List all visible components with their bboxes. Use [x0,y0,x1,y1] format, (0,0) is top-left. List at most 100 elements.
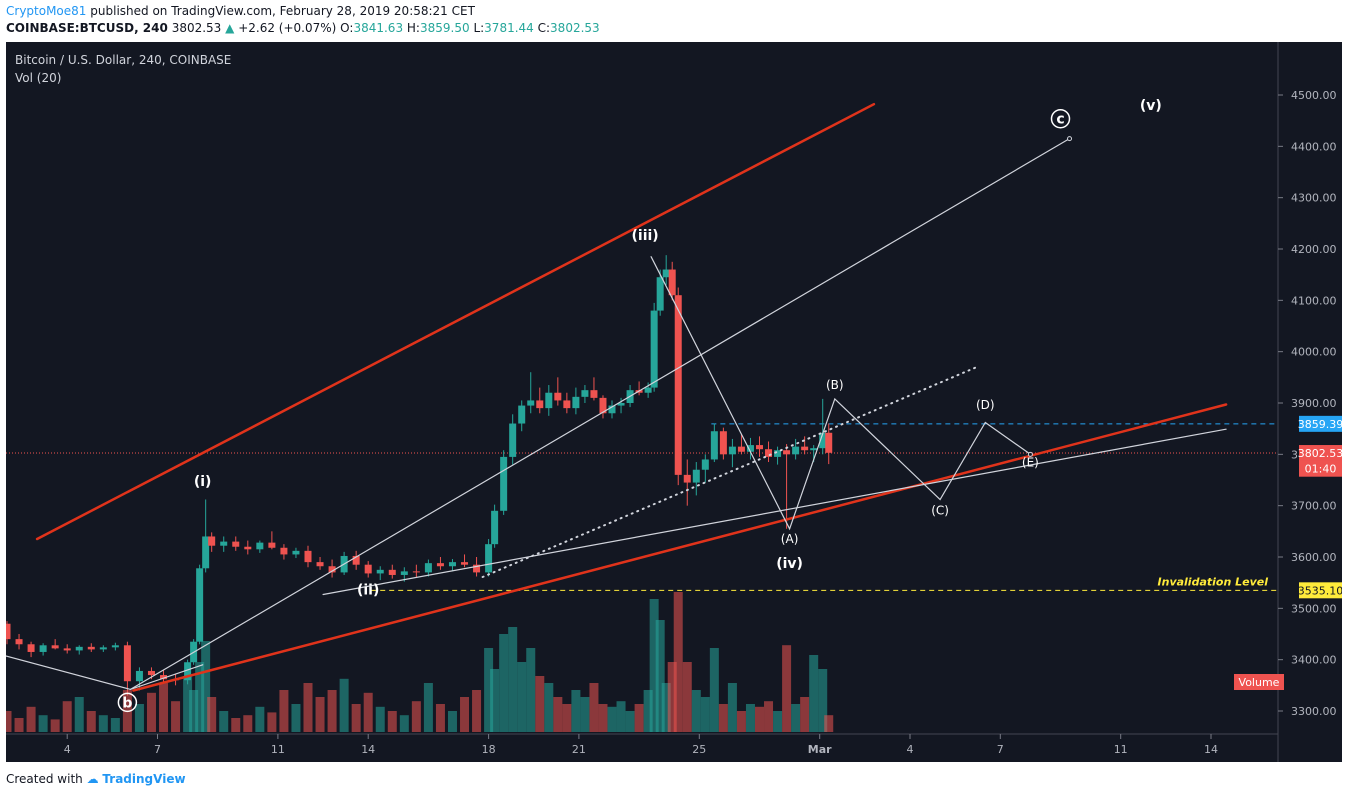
volume-bar [553,697,563,732]
candle-body [448,562,456,567]
volume-bar [279,690,289,732]
wave-label: (E) [1022,456,1039,470]
candle-body [461,562,469,565]
candle-body [774,450,782,457]
volume-bar [682,662,692,732]
candle-body [581,390,589,397]
x-tick-label: 18 [482,743,496,756]
price-badge-bg [1299,445,1342,462]
candle-body [599,397,607,414]
volume-bar [649,599,659,732]
candle-body [756,445,763,450]
volume-bar [315,697,325,732]
volume-bar [625,711,635,732]
x-tick-label: 14 [361,743,375,756]
volume-bar [363,692,373,732]
wave-label: (C) [931,503,949,517]
volume-bar [580,697,590,732]
wave-label: (v) [1140,98,1162,114]
x-tick-label: 21 [572,743,586,756]
low-label: L: [473,21,485,35]
candle-body [737,446,745,452]
price-badge-label: 3535.10 [1298,584,1342,597]
volume-bar [399,715,409,732]
candle-body [376,569,384,574]
y-tick-label: 4000.00 [1291,346,1337,359]
volume-bar [447,711,457,732]
volume-bar [782,645,792,732]
tradingview-link[interactable]: TradingView [102,772,186,786]
ohlc-line: COINBASE:BTCUSD, 240 3802.53 ▲ +2.62 (+0… [6,21,600,35]
volume-bar [219,711,229,732]
candle-body [51,645,59,649]
abcde-path [650,256,1032,531]
y-tick-label: 3600.00 [1291,551,1337,564]
dotted-trend [481,365,981,578]
volume-bar [189,690,199,732]
x-tick-label: 11 [1114,743,1128,756]
candle-body [388,569,396,575]
wave-label: (D) [976,398,995,412]
wave-c-projection [129,137,1071,691]
wave-label-ring [117,692,138,713]
candle-body [765,449,773,457]
candle-body [644,387,652,393]
y-tick-label: 4200.00 [1291,243,1337,256]
chart-svg[interactable]: Invalidation Level b (i) (ii) (iii) (iv) (v) c… [6,42,1342,762]
candle-body [656,277,664,311]
volume-bar [110,718,120,732]
candle-body [473,564,481,573]
candle-body [563,400,571,409]
candle-body [509,423,517,457]
volume-bar [616,701,626,732]
candle-body [701,459,709,470]
wave-label: (A) [781,532,799,546]
candle-body [63,648,71,651]
volume-bar [755,706,764,732]
volume-bar [26,706,36,732]
price-badge-label: 3859.39 [1298,418,1342,431]
volume-bar [291,704,301,732]
candle-body [364,564,372,574]
volume-bar [339,678,349,732]
volume-bar [490,669,500,732]
candle-body [590,390,598,398]
candle-body [825,432,833,453]
volume-bar [745,704,755,732]
candle-body [15,639,23,645]
chart-title: Bitcoin / U.S. Dollar, 240, COINBASE [15,53,231,67]
candle-body [719,431,727,455]
author-link[interactable]: CryptoMoe81 [6,4,87,18]
chart-panel[interactable]: Invalidation Level b (i) (ii) (iii) (iv) (v) c… [6,42,1342,762]
candle-body [75,646,83,651]
volume-bar [159,683,169,732]
volume-bar [809,655,819,732]
candle-body [256,542,264,550]
volume-bar [727,683,737,732]
time-axis[interactable]: 4 7 11 14 18 21 25 Mar 4 7 11 14 [64,734,1218,756]
wave-label: c [1056,112,1064,128]
candle-body [400,571,408,575]
price-axis[interactable]: 3300.003400.003500.003600.003700.003800.… [1278,89,1337,718]
volume-bar [255,706,265,732]
volume-bar [800,697,810,732]
candle-body [746,445,754,452]
created-text: Created with [6,772,83,786]
channel-lower [132,403,1228,692]
candle-body [710,431,718,460]
price-badges: 3859.39 3802.53 01:40 3535.10 [1298,415,1342,599]
candle-body [650,310,658,388]
candle-body [160,675,168,680]
open-value: 3841.63 [353,21,404,35]
volume-bar [50,719,60,732]
volume-bar [691,690,701,732]
wave-label: b [122,695,132,711]
close-value: 3802.53 [550,21,600,35]
candles-layer [6,255,833,696]
price-badge-label: 01:40 [1305,463,1337,476]
volume-bar [544,683,554,732]
change-text: +2.62 (+0.07%) [238,21,337,35]
x-tick-label: 11 [271,743,285,756]
volume-bar [423,683,433,732]
volume-bar [791,704,801,732]
